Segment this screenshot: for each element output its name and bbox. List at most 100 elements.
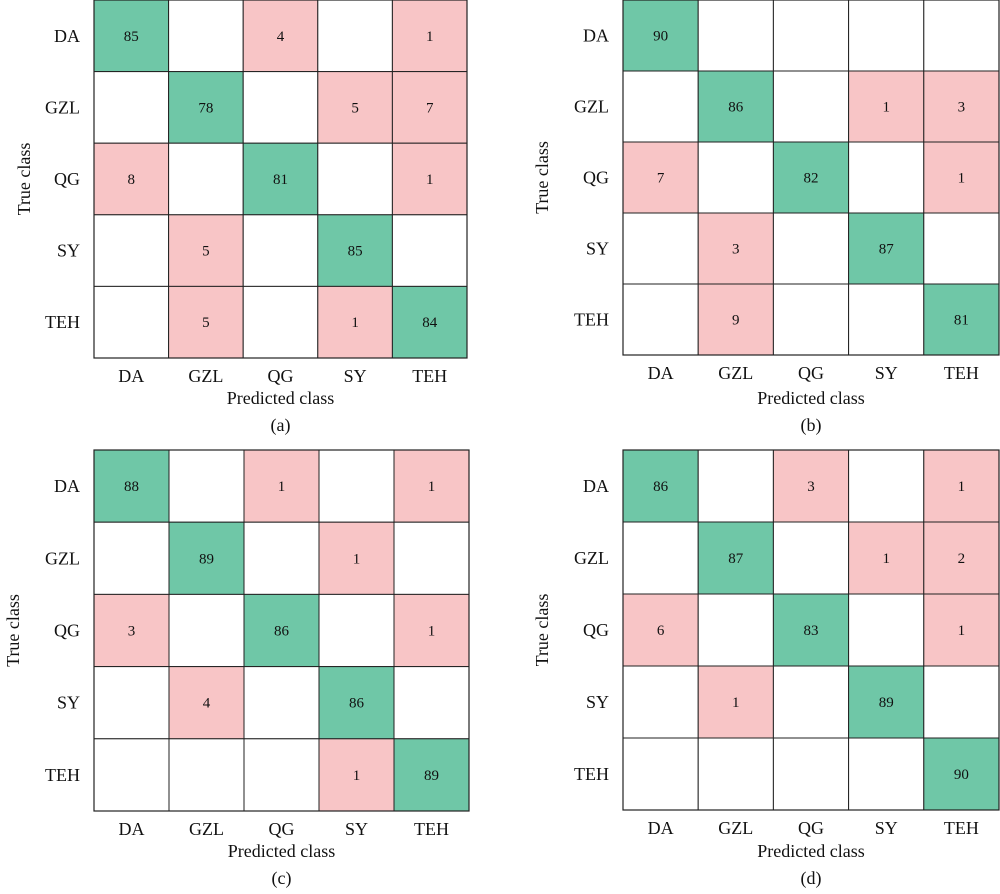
panel-caption: (a) — [271, 415, 291, 436]
matrix-cell — [848, 449, 925, 523]
matrix-cell — [697, 449, 774, 523]
cell-value: 9 — [732, 313, 740, 329]
matrix-cell — [168, 285, 244, 359]
cell-value: 1 — [958, 171, 966, 187]
matrix-cell — [923, 449, 1000, 523]
matrix-cell — [772, 0, 850, 72]
matrix-cell — [93, 666, 170, 740]
x-tick-label: GZL — [718, 363, 753, 383]
cell-value: 86 — [349, 696, 365, 712]
x-axis-label: Predicted class — [757, 841, 864, 861]
cell-value: 87 — [879, 242, 895, 258]
cell-value: 6 — [657, 623, 665, 639]
cell-value: 7 — [426, 100, 434, 116]
y-axis-label: True class — [3, 594, 23, 667]
x-tick-label: GZL — [718, 818, 753, 838]
x-tick-label: GZL — [189, 819, 224, 839]
y-axis-label: True class — [532, 141, 552, 214]
matrix-cell — [393, 449, 470, 523]
confusion-matrix-c: 88 1 1 89 1 3 86 1 4 86 1 89 DA GZL QG SY TEH DA GZL QG SY TE… — [3, 449, 470, 889]
matrix-cell — [697, 283, 774, 356]
x-tick-label: DA — [648, 363, 674, 383]
matrix-cell — [697, 212, 774, 285]
y-tick-label: TEH — [574, 764, 609, 784]
matrix-cell — [923, 212, 1000, 285]
matrix-cell — [168, 593, 245, 668]
matrix-frame — [622, 0, 1000, 356]
y-tick-label: DA — [583, 26, 609, 46]
matrix-cell — [848, 665, 925, 739]
matrix-cell — [923, 0, 1000, 72]
y-tick-label: QG — [54, 169, 80, 189]
cell-value: 3 — [128, 624, 136, 640]
matrix-cell — [242, 285, 319, 359]
cell-value: 1 — [278, 479, 286, 495]
matrix-cell — [622, 0, 699, 72]
y-tick-label: SY — [57, 693, 80, 713]
matrix-cell — [622, 665, 699, 739]
matrix-cell — [168, 214, 244, 287]
cell-value: 3 — [807, 479, 815, 495]
y-tick-label: SY — [586, 692, 609, 712]
matrix-cell — [242, 71, 319, 144]
matrix-cell — [317, 0, 393, 73]
matrix-cell — [697, 521, 774, 595]
matrix-cell — [772, 212, 850, 285]
matrix-cell — [622, 449, 699, 523]
matrix-cell — [93, 593, 170, 668]
x-tick-label: DA — [648, 818, 674, 838]
matrix-cell — [317, 71, 393, 144]
cell-value: 83 — [804, 623, 819, 639]
cell-value: 5 — [202, 315, 210, 331]
y-tick-label: TEH — [45, 765, 80, 785]
matrix-cell — [243, 593, 320, 668]
matrix-cell — [243, 738, 320, 812]
y-tick-label: TEH — [574, 310, 609, 330]
matrix-cell — [923, 737, 1000, 811]
matrix-cell — [168, 71, 244, 144]
y-tick-label: SY — [586, 239, 609, 259]
cell-value: 4 — [277, 29, 285, 45]
matrix-cell — [317, 285, 393, 359]
x-tick-label: QG — [268, 366, 294, 386]
x-tick-label: DA — [119, 819, 145, 839]
y-tick-label: TEH — [45, 312, 80, 332]
matrix-cell — [318, 593, 395, 668]
matrix-cell — [391, 142, 468, 216]
cell-value: 1 — [428, 624, 436, 640]
matrix-cell — [923, 521, 1000, 595]
x-tick-label: GZL — [188, 366, 223, 386]
cell-value: 1 — [882, 100, 890, 116]
matrix-cell — [697, 0, 774, 72]
cell-value: 3 — [732, 242, 740, 258]
matrix-cell — [391, 285, 468, 359]
cell-value: 1 — [426, 172, 434, 188]
matrix-cell — [848, 737, 925, 811]
cell-value: 85 — [348, 244, 363, 260]
matrix-cell — [393, 738, 470, 812]
cell-value: 87 — [728, 551, 744, 567]
matrix-frame — [622, 449, 1000, 811]
matrix-cell — [848, 283, 925, 356]
matrix-frame — [93, 449, 470, 812]
cell-value: 5 — [202, 244, 210, 260]
cell-value: 88 — [124, 479, 139, 495]
confusion-matrix-b: 90 86 1 3 7 82 1 3 87 9 81 DA GZL QG SY TEH DA GZL QG SY TEH… — [532, 0, 1000, 436]
x-tick-label: TEH — [944, 818, 979, 838]
cell-value: 5 — [351, 100, 359, 116]
matrix-cell — [243, 449, 320, 523]
matrix-cell — [772, 283, 850, 356]
cell-value: 86 — [653, 479, 669, 495]
cell-value: 1 — [428, 479, 436, 495]
x-tick-label: TEH — [944, 363, 979, 383]
matrix-cell — [393, 593, 470, 668]
matrix-cell — [697, 737, 774, 811]
y-tick-label: GZL — [574, 97, 609, 117]
matrix-cell — [168, 0, 244, 73]
cell-value: 1 — [958, 479, 966, 495]
cell-value: 78 — [198, 100, 213, 116]
cell-value: 86 — [728, 100, 744, 116]
y-tick-label: GZL — [45, 97, 80, 117]
matrix-cell — [772, 665, 850, 739]
